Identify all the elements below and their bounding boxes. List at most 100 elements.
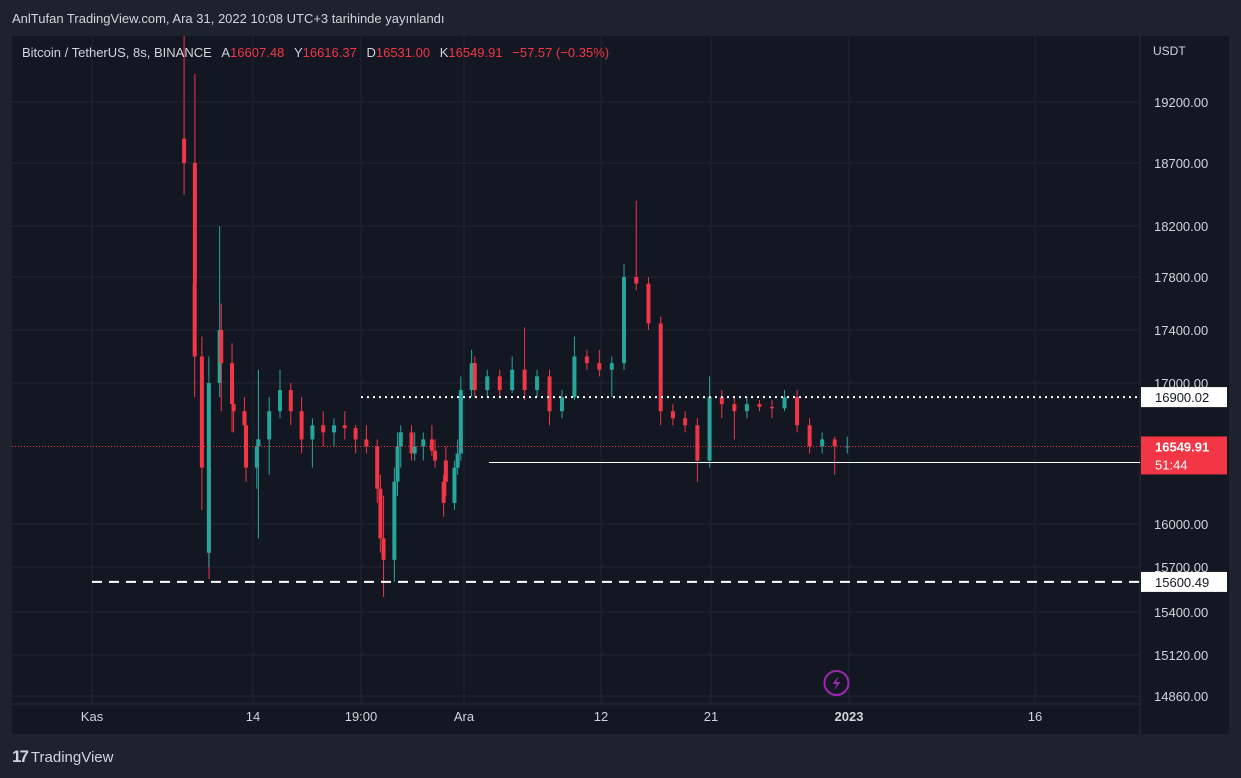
candle-body-up (559, 397, 564, 412)
candle-body-down (658, 323, 663, 412)
bar-countdown-label: 51:44 (1155, 457, 1188, 472)
chart-background (12, 36, 1229, 734)
candle-body-down (288, 390, 293, 412)
chart-legend: Bitcoin / TetherUS, 8s, BINANCE A16607.4… (22, 45, 609, 60)
level-price-tag (1141, 571, 1227, 592)
candle-body-down (429, 439, 434, 451)
candle-body-down (199, 356, 204, 468)
price-tick-label: 18700.00 (1154, 156, 1208, 171)
candle-body-up (278, 390, 282, 412)
candle-body-up (421, 439, 426, 447)
candle-body-down (242, 411, 247, 426)
chart-panel[interactable]: 19200.00 18700.00 18200.00 17800.00 17400.00… (12, 36, 1229, 734)
price-tick-label: 17800.00 (1154, 270, 1208, 285)
candle-body-down (321, 425, 326, 433)
lightning-bolt-icon (832, 676, 841, 690)
tradingview-logo-icon: 17 (12, 747, 29, 766)
lightning-icon (823, 670, 850, 696)
candle-body-down (522, 369, 527, 391)
price-tick-label: 18200.00 (1154, 219, 1208, 234)
legend-open-label: A (221, 45, 231, 60)
legend-close-value: 16549.91 (448, 45, 503, 60)
candle-body-down (192, 163, 197, 284)
candle-body-up (845, 446, 850, 448)
candle-body-up (622, 277, 627, 364)
candle-body-up (452, 467, 457, 503)
candle-body-down (497, 376, 502, 391)
candle-body-down (832, 439, 837, 447)
candle-body-down (299, 411, 304, 440)
candlestick-chart[interactable]: 19200.00 18700.00 18200.00 17800.00 17400.00… (12, 36, 1229, 734)
price-tick-label: 17400.00 (1154, 323, 1208, 338)
candle-body-down (182, 138, 187, 163)
candle-body-down (547, 376, 552, 412)
publish-info: AnlTufan TradingView.com, Ara 31, 2022 1… (12, 11, 445, 26)
candle-body-up (254, 446, 259, 468)
candle-body-down (807, 425, 812, 447)
level-price-tag (1141, 387, 1227, 408)
candle-body-up (535, 376, 540, 391)
legend-high-label: Y (293, 45, 303, 60)
legend-low-label: D (366, 45, 376, 60)
candle-body-down (634, 277, 639, 284)
last-price-label: 16549.91 (1155, 439, 1209, 454)
legend-low-value: 16531.00 (375, 45, 431, 60)
candle-body-up (332, 425, 336, 433)
candle-body-down (646, 283, 651, 324)
time-tick-label: 2023 (835, 709, 864, 724)
candle-body-down (757, 404, 762, 407)
candle-body-down (231, 404, 236, 412)
candle-body-down (378, 488, 383, 539)
legend-high-value: 16616.37 (302, 45, 357, 60)
tradingview-brand: TradingView (30, 748, 114, 766)
time-tick-label: 16 (1028, 709, 1042, 724)
candle-body-up (458, 390, 463, 454)
candle-body-down (375, 446, 380, 489)
candle-body-down (441, 481, 446, 503)
legend-symbol: Bitcoin / TetherUS, 8s, BINANCE (22, 45, 212, 60)
candle-body-down (433, 450, 438, 461)
candle-body-down (342, 425, 347, 429)
candle-body-down (219, 330, 224, 364)
candle-body-down (230, 363, 235, 405)
candle-body-up (707, 397, 712, 461)
candle-body-up (206, 383, 211, 553)
candle-body-down (381, 538, 386, 560)
candle-body-down (192, 283, 197, 357)
time-tick-label: 14 (246, 709, 260, 724)
level-price-label: 16900.02 (1155, 390, 1209, 405)
level-price-label: 15600.49 (1155, 575, 1209, 590)
price-tick-label: 15120.00 (1154, 648, 1208, 663)
candle-body-down (732, 404, 737, 412)
candle-body-down (584, 356, 589, 364)
candle-body-down (795, 397, 800, 426)
candle-body-up (395, 446, 400, 482)
candle-body-up (392, 481, 397, 560)
candle-body-up (455, 453, 460, 468)
candle-body-down (695, 425, 700, 461)
candle-body-down (769, 406, 774, 409)
candle-body-down (472, 363, 477, 391)
candle-body-down (443, 460, 448, 482)
candle-body-up (609, 363, 614, 370)
time-tick-label: Ara (454, 709, 475, 724)
time-tick-label: 12 (594, 709, 608, 724)
price-tick-label: 14860.00 (1154, 689, 1208, 704)
time-tick-label: 21 (704, 709, 718, 724)
header-bar: AnlTufan TradingView.com, Ara 31, 2022 1… (0, 0, 1241, 36)
candle-body-up (820, 439, 825, 447)
candle-body-down (409, 432, 414, 454)
footer-brand[interactable]: 17 TradingView (12, 746, 113, 768)
price-tick-label: 15700.00 (1154, 560, 1208, 575)
candle-body-up (412, 446, 417, 454)
legend-change-value: −57.57 (−0.35%) (512, 45, 610, 60)
legend-open-value: 16607.48 (230, 45, 285, 60)
time-tick-label: Kas (81, 709, 104, 724)
candle-body-up (510, 369, 515, 391)
price-tick-label: 15400.00 (1154, 605, 1208, 620)
candle-body-up (469, 363, 474, 391)
candle-body-down (364, 439, 369, 447)
time-tick-label: 19:00 (345, 709, 378, 724)
candle-body-down (597, 363, 602, 370)
candle-body-up (256, 439, 261, 447)
